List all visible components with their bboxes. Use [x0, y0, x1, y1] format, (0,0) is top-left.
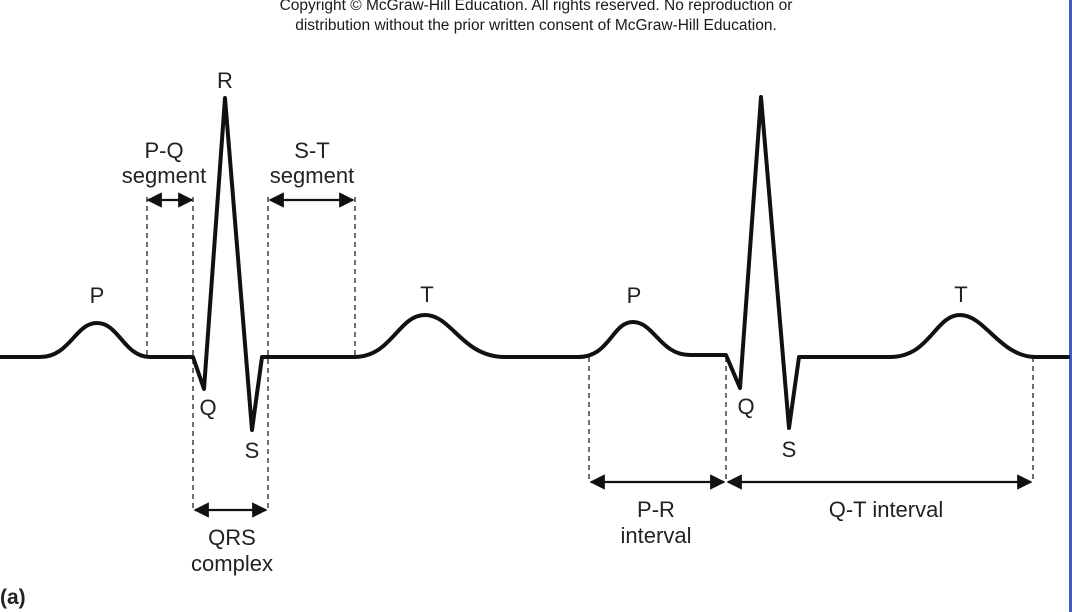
s-wave-label-1: S [245, 438, 260, 463]
qt-interval-label: Q-T interval [829, 497, 944, 522]
copyright-line-1: Copyright © McGraw-Hill Education. All r… [279, 0, 793, 14]
p-wave-label-1: P [90, 283, 105, 308]
pq-segment-label-line1: P-Q [144, 138, 183, 163]
t-wave-label-2: T [954, 282, 967, 307]
qrs-complex-label-line1: QRS [208, 525, 256, 550]
ecg-trace [0, 95, 1070, 432]
r-wave-label: R [217, 68, 233, 93]
st-segment-label-line1: S-T [294, 138, 329, 163]
qrs-complex-label-line2: complex [191, 551, 273, 576]
q-wave-label-2: Q [737, 394, 754, 419]
panel-label: (a) [0, 586, 26, 609]
t-wave-label-1: T [420, 282, 433, 307]
q-wave-label-1: Q [199, 395, 216, 420]
right-border [1069, 0, 1072, 612]
copyright-notice: Copyright © McGraw-Hill Education. All r… [0, 0, 1072, 36]
pr-interval-label-line2: interval [621, 523, 692, 548]
st-segment-label-line2: segment [270, 163, 354, 188]
pr-interval-label-line1: P-R [637, 497, 675, 522]
pq-segment-label-line2: segment [122, 163, 206, 188]
p-wave-label-2: P [627, 283, 642, 308]
s-wave-label-2: S [782, 437, 797, 462]
copyright-line-2: distribution without the prior written c… [295, 17, 777, 34]
